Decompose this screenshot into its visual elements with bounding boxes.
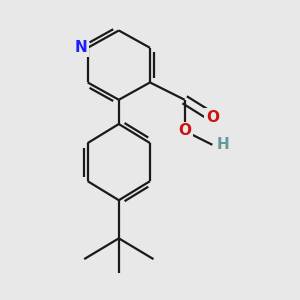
Text: N: N xyxy=(75,40,88,55)
Text: O: O xyxy=(206,110,219,124)
Text: O: O xyxy=(178,123,191,138)
Text: H: H xyxy=(216,137,229,152)
